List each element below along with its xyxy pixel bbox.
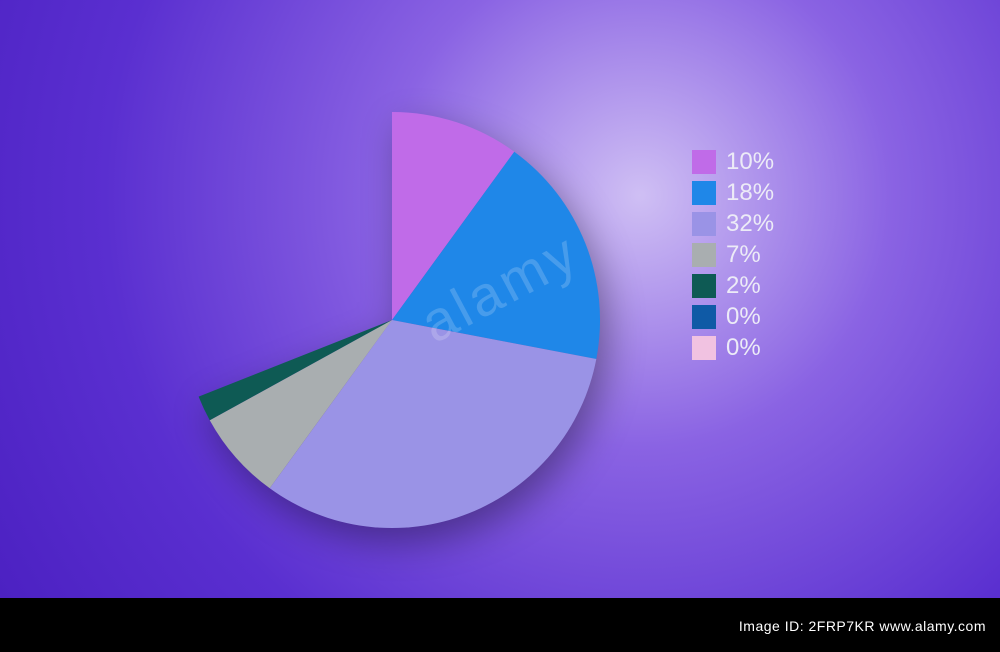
legend-label: 10% <box>726 148 774 176</box>
pie-chart <box>182 110 602 535</box>
pie-svg <box>182 110 602 530</box>
legend-row: 0% <box>692 332 774 363</box>
legend-row: 0% <box>692 301 774 332</box>
legend-swatch <box>692 274 716 298</box>
legend-swatch <box>692 336 716 360</box>
legend-row: 32% <box>692 208 774 239</box>
legend-label: 7% <box>726 241 761 269</box>
legend: 10% 18% 32% 7% 2% 0% 0% <box>692 146 774 363</box>
legend-swatch <box>692 150 716 174</box>
legend-label: 18% <box>726 179 774 207</box>
legend-label: 0% <box>726 334 761 362</box>
footer-bar: Image ID: 2FRP7KR www.alamy.com <box>0 598 1000 652</box>
legend-swatch <box>692 181 716 205</box>
watermark-bottom-right: Image ID: 2FRP7KR www.alamy.com <box>739 618 986 634</box>
legend-label: 32% <box>726 210 774 238</box>
legend-row: 10% <box>692 146 774 177</box>
stage: 10%18%32%7%2%0%0% alamy Image ID: 2FRP7K… <box>0 0 1000 652</box>
legend-label: 0% <box>726 303 761 331</box>
legend-row: 2% <box>692 270 774 301</box>
legend-swatch <box>692 305 716 329</box>
legend-row: 7% <box>692 239 774 270</box>
legend-label: 2% <box>726 272 761 300</box>
legend-swatch <box>692 243 716 267</box>
legend-row: 18% <box>692 177 774 208</box>
legend-swatch <box>692 212 716 236</box>
